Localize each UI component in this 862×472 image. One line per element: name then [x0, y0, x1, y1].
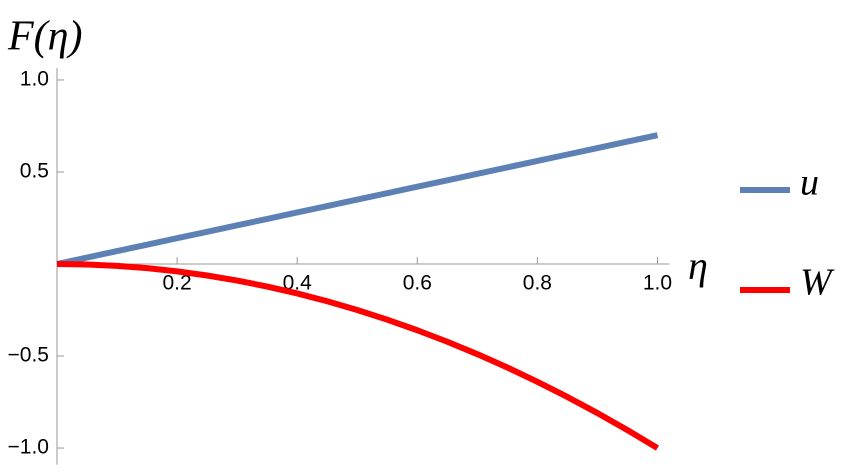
line-series — [56, 132, 659, 267]
x-tick-label: 0.2 — [162, 272, 191, 295]
y-tick-label: −1.0 — [8, 436, 49, 459]
y-tick-label: 1.0 — [20, 68, 49, 91]
x-axis-label: η — [688, 243, 708, 288]
legend-label: u — [800, 162, 819, 204]
x-tick-label: 0.6 — [403, 272, 432, 295]
y-tick-label: 0.5 — [20, 160, 49, 183]
line-series — [56, 261, 660, 451]
x-tick-label: 1.0 — [643, 272, 672, 295]
y-axis-label: F(η) — [7, 14, 82, 60]
x-tick-label: 0.8 — [523, 272, 552, 295]
legend-label: W — [800, 262, 835, 304]
y-tick-label: −0.5 — [8, 344, 49, 367]
